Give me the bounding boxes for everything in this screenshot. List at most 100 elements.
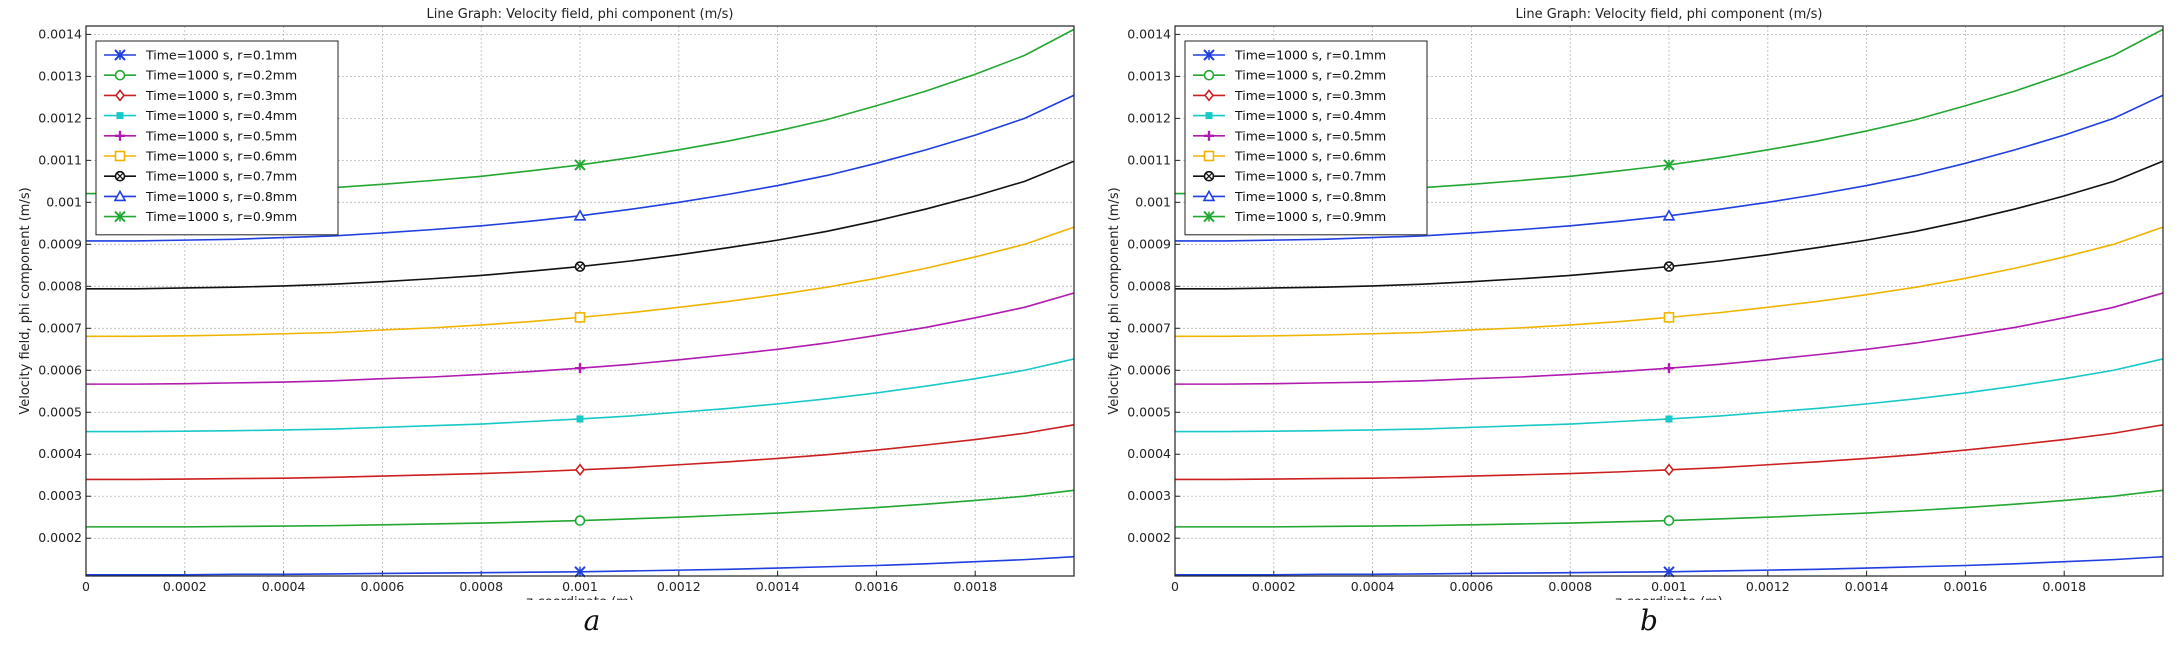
c0-xtick-label-9: 0.0018 [953,579,997,594]
c0-legend-label-1: Time=1000 s, r=0.1mm [145,48,297,63]
c1-title: Line Graph: Velocity field, phi componen… [1516,7,1823,22]
c1-ytick-label-12: 0.0014 [1127,26,1171,41]
c1-xtick-label-5: 0.001 [1651,579,1687,594]
c1-legend-label-6: Time=1000 s, r=0.6mm [1234,149,1386,164]
c1-ytick-label-7: 0.0009 [1127,236,1171,251]
c1-legend-marker-9 [1203,210,1215,223]
c0-series-marker-7-b [576,263,584,270]
c1-series-marker-2 [1663,515,1675,526]
c1-xtick-label-6: 0.0012 [1746,579,1790,594]
c0-series-marker-5 [575,363,585,374]
c0-legend-marker-2-shape [114,69,126,81]
c1-legend-marker-1 [1203,49,1215,61]
c0-series-marker-9 [574,159,586,171]
c1-legend-label-9: Time=1000 s, r=0.9mm [1234,209,1386,224]
c0-series-marker-6 [574,312,586,323]
c0-legend-marker-4 [116,112,124,120]
c1-series-marker-2-shape [1663,515,1675,526]
c0-legend-marker-3 [114,89,126,102]
c0-ytick-label-1: 0.0003 [38,488,82,503]
c1-legend-marker-5 [1204,130,1214,141]
c1-series-marker-1 [1663,566,1675,578]
c0-title: Line Graph: Velocity field, phi componen… [427,7,734,22]
chart-svg-b: Line Graph: Velocity field, phi componen… [1107,7,2164,600]
c1-plot-frame [1174,25,2164,577]
c0-legend-box [95,40,339,236]
c1-legend-label-5: Time=1000 s, r=0.5mm [1234,128,1386,143]
c1-series-marker-9 [1663,159,1675,171]
chart-panel-a: Line Graph: Velocity field, phi componen… [18,7,1075,637]
c0-legend-marker-3-shape [114,89,126,102]
c1-xtick-label-1: 0.0002 [1252,579,1296,594]
c1-legend-label-1: Time=1000 s, r=0.1mm [1234,48,1386,63]
c0-xtick-label-1: 0.0002 [163,579,207,594]
c1-ytick-label-6: 0.0008 [1127,278,1171,293]
c0-legend-label-2: Time=1000 s, r=0.2mm [145,68,297,83]
c0-xtick-label-7: 0.0014 [756,579,800,594]
c0-series-marker-8 [573,209,587,221]
c0-series-marker-2 [574,515,586,526]
c0-ytick-label-8: 0.001 [46,194,82,209]
c0-ytick-label-7: 0.0009 [38,236,82,251]
c0-series-marker-4-shape [576,415,584,423]
c1-series-marker-5 [1664,363,1674,374]
c0-legend-marker-8-shape [113,189,127,202]
c1-xtick-label-4: 0.0008 [1548,579,1592,594]
c1-ytick-label-5: 0.0007 [1127,320,1171,335]
c1-series-marker-8 [1662,209,1676,221]
c1-xtick-label-0: 0 [1171,579,1179,594]
c1-xtick-label-2: 0.0004 [1351,579,1395,594]
c1-legend-label-8: Time=1000 s, r=0.8mm [1234,189,1386,204]
c1-ytick-label-1: 0.0003 [1127,488,1171,503]
c0-xtick-label-4: 0.0008 [459,579,503,594]
c1-series-marker-7-b [1665,263,1673,270]
c1-legend-marker-3 [1203,89,1215,102]
c0-legend-marker-6 [114,150,126,162]
c0-legend-marker-9 [114,210,126,223]
c1-legend-marker-6-shape [1203,150,1215,162]
c0-series-marker-1 [574,566,586,578]
c0-ytick-label-4: 0.0006 [38,362,82,377]
c1-legend-marker-7 [1203,170,1215,182]
c0-plot-frame [85,25,1075,577]
c1-series-marker-7 [1663,261,1675,272]
c0-series-marker-2-shape [574,515,586,526]
panel-caption-b: b [1640,604,1658,637]
c1-series-marker-4-shape [1665,415,1673,423]
c0-ytick-label-0: 0.0002 [38,530,82,545]
c0-series-marker-3 [574,463,586,477]
c0-ytick-label-3: 0.0005 [38,404,82,419]
c1-legend-label-3: Time=1000 s, r=0.3mm [1234,88,1386,103]
c0-xtick-label-8: 0.0016 [855,579,899,594]
c0-legend-label-4: Time=1000 s, r=0.4mm [145,108,297,123]
c1-xtick-label-3: 0.0006 [1450,579,1494,594]
panel-caption-a: a [583,604,601,637]
c0-ytick-label-2: 0.0004 [38,446,82,461]
c0-xtick-label-6: 0.0012 [657,579,701,594]
c0-ytick-label-9: 0.0011 [38,152,82,167]
c0-ytick-label-12: 0.0014 [38,26,82,41]
c0-xtick-label-2: 0.0004 [262,579,306,594]
c1-series-marker-6 [1663,312,1675,323]
c1-ytick-label-11: 0.0013 [1127,68,1171,83]
c0-series-marker-3-shape [574,463,586,477]
c0-legend-label-9: Time=1000 s, r=0.9mm [145,209,297,224]
c1-series-marker-4 [1665,415,1673,423]
c1-series-marker-6-shape [1663,312,1675,323]
c0-ylabel: Velocity field, phi component (m/s) [18,187,33,414]
c1-xtick-label-9: 0.0018 [2042,579,2086,594]
c1-legend-box [1184,40,1428,236]
c0-ytick-label-5: 0.0007 [38,320,82,335]
c0-series-marker-4 [576,415,584,423]
c1-legend-marker-4 [1205,112,1213,120]
c0-xtick-label-5: 0.001 [562,579,598,594]
c1-xtick-label-7: 0.0014 [1845,579,1889,594]
c1-legend-marker-4-shape [1205,112,1213,120]
c1-ytick-label-3: 0.0005 [1127,404,1171,419]
c1-ytick-label-10: 0.0012 [1127,110,1171,125]
chart-svg-a: Line Graph: Velocity field, phi componen… [18,7,1075,600]
c1-ytick-label-0: 0.0002 [1127,530,1171,545]
c0-legend-label-5: Time=1000 s, r=0.5mm [145,128,297,143]
c0-series-marker-8-shape [573,209,587,221]
c1-legend-marker-6 [1203,150,1215,162]
